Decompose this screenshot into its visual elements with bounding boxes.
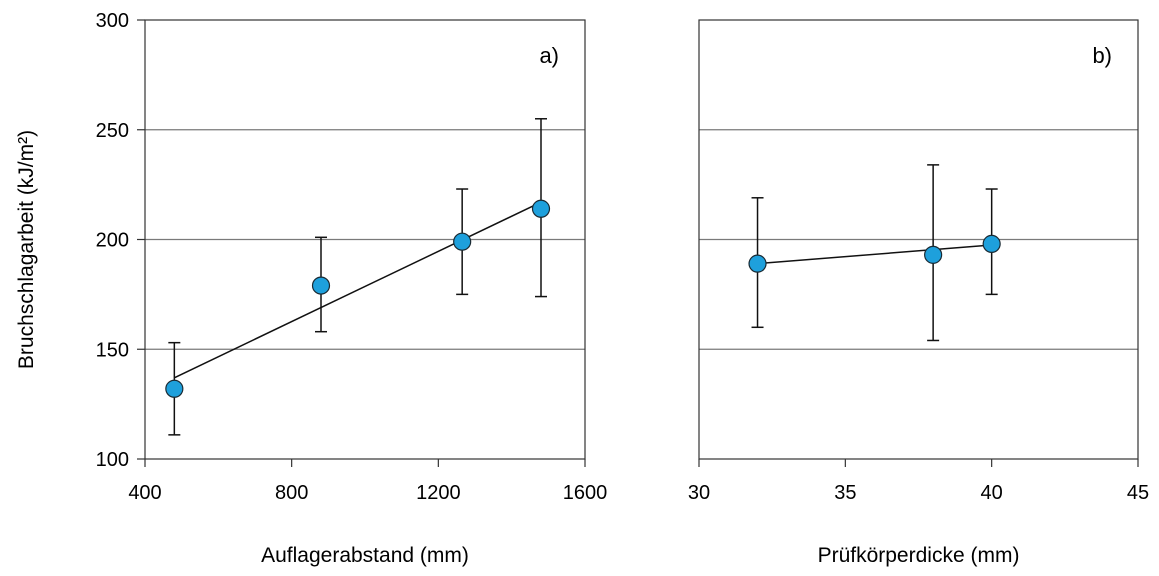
chart-panel-1: 30 35 40 45 b) Prüfkörperdicke (mm) [688, 19, 1149, 567]
plot-frame-1 [698, 19, 1139, 460]
data-point-1-0 [748, 254, 767, 273]
data-point-1-1 [924, 245, 943, 264]
x-tick-label-1-0: 30 [688, 482, 710, 504]
y-tick-label-0-1: 150 [96, 339, 129, 361]
x-tick-label-0-2: 1200 [416, 482, 461, 504]
x-tick-label-0-0: 400 [128, 482, 161, 504]
x-axis-title-0: Auflagerabstand (mm) [261, 544, 469, 567]
x-axis-title-1: Prüfkörperdicke (mm) [818, 544, 1020, 567]
y-tick-label-0-3: 250 [96, 120, 129, 142]
x-tick-label-1-1: 35 [834, 482, 856, 504]
data-point-0-3 [531, 199, 551, 218]
chart-panel-0: 400 800 1200 1600 100 150 200 250 300 a) Auflagera… [15, 10, 607, 567]
trendline-1 [757, 244, 992, 265]
data-point-0-0 [165, 379, 184, 398]
data-point-0-1 [311, 276, 331, 295]
x-tick-label-0-1: 800 [275, 482, 308, 504]
y-tick-label-0-4: 300 [96, 10, 129, 32]
x-tick-label-1-2: 40 [981, 482, 1003, 504]
y-axis-title-0: Bruchschlagarbeit (kJ/m²) [15, 130, 38, 369]
panel-label-1: b) [1092, 43, 1112, 68]
y-tick-label-0-0: 100 [96, 449, 129, 471]
x-tick-label-0-3: 1600 [563, 482, 608, 504]
x-tick-label-1-3: 45 [1127, 482, 1149, 504]
trendline-0 [174, 201, 542, 379]
y-tick-label-0-2: 200 [96, 230, 129, 252]
data-point-1-2 [982, 234, 1001, 253]
data-point-0-2 [453, 232, 472, 251]
panel-label-0: a) [539, 43, 559, 68]
